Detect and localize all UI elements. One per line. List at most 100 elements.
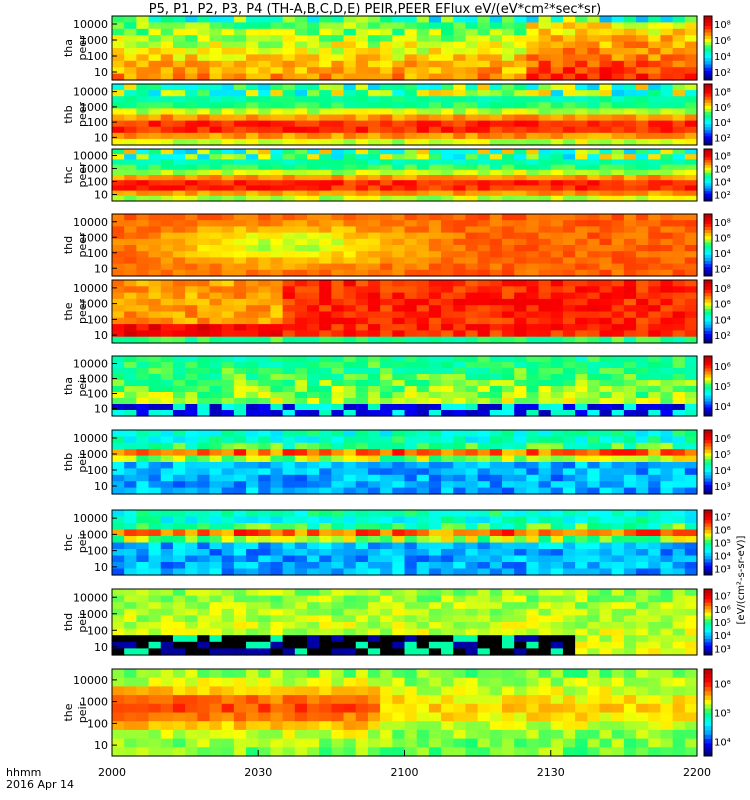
spectrogram-cell (428, 549, 442, 557)
spectrogram-cell (526, 608, 540, 616)
spectrogram-cell (319, 185, 332, 192)
spectrogram-cell (367, 149, 381, 155)
spectrogram-cell (294, 90, 308, 97)
spectrogram-cell (428, 622, 442, 630)
spectrogram-cell (489, 251, 503, 258)
spectrogram-cell (660, 292, 674, 300)
spectrogram-cell (307, 298, 320, 306)
spectrogram-cell (209, 28, 223, 36)
colorbar-segment (704, 651, 712, 656)
spectrogram-cell (416, 226, 430, 234)
spectrogram-cell (392, 96, 406, 103)
spectrogram-cell (489, 468, 503, 476)
spectrogram-cell (197, 245, 211, 252)
spectrogram-cell (587, 84, 601, 91)
spectrogram-cell (489, 510, 503, 518)
spectrogram-cell (294, 362, 308, 369)
spectrogram-cell (209, 330, 223, 338)
spectrogram-cell (502, 669, 515, 679)
spectrogram-cell (514, 523, 527, 531)
spectrogram-cell (185, 510, 198, 518)
spectrogram-cell (599, 430, 613, 437)
spectrogram-cell (343, 635, 357, 643)
spectrogram-cell (246, 175, 259, 181)
colorbar-segment (704, 608, 712, 613)
spectrogram-cell (112, 635, 125, 643)
spectrogram-cell (294, 669, 308, 679)
spectrogram-cell (197, 368, 211, 375)
colorbar-tick-label: 10⁵ (714, 618, 731, 629)
spectrogram-cell (648, 317, 662, 325)
spectrogram-cell (611, 114, 625, 122)
spectrogram-cell (124, 487, 137, 495)
spectrogram-cell (197, 487, 211, 495)
spectrogram-cell (514, 392, 527, 399)
spectrogram-cell (660, 149, 674, 155)
spectrogram-cell (538, 404, 552, 411)
spectrogram-cell (185, 232, 198, 240)
spectrogram-cell (246, 589, 259, 597)
spectrogram-cell (331, 595, 345, 603)
spectrogram-cell (307, 487, 320, 495)
spectrogram-cell (172, 562, 186, 570)
spectrogram-cell (684, 462, 698, 469)
spectrogram-cell (562, 138, 576, 146)
spectrogram-cell (258, 686, 272, 696)
spectrogram-cell (258, 41, 272, 49)
spectrogram-cell (514, 404, 527, 411)
spectrogram-cell (367, 462, 381, 469)
spectrogram-cell (404, 114, 418, 122)
spectrogram-cell (526, 292, 540, 300)
spectrogram-cell (575, 269, 588, 277)
spectrogram-cell (197, 523, 211, 531)
spectrogram-cell (441, 120, 454, 128)
spectrogram-cell (148, 298, 162, 306)
spectrogram-cell (660, 180, 674, 186)
spectrogram-cell (623, 455, 637, 463)
spectrogram-cell (112, 628, 125, 636)
spectrogram-cell (428, 635, 442, 643)
spectrogram-cell (172, 398, 186, 405)
spectrogram-cell (489, 380, 503, 387)
spectrogram-cell (246, 245, 259, 252)
spectrogram-cell (428, 96, 442, 103)
spectrogram-cell (343, 669, 357, 679)
spectrogram-cell (307, 468, 320, 476)
spectrogram-cell (112, 126, 125, 134)
spectrogram-cell (209, 686, 223, 696)
spectrogram-cell (489, 84, 503, 91)
colorbar-segment (704, 401, 712, 405)
spectrogram-cell (307, 455, 320, 463)
spectrogram-cell (392, 721, 406, 731)
spectrogram-cell (599, 185, 613, 192)
colorbar-segment (704, 410, 712, 414)
spectrogram-cell (477, 305, 491, 313)
spectrogram-cell (526, 729, 540, 740)
spectrogram-cell (684, 108, 698, 116)
spectrogram-cell (197, 449, 211, 457)
panel-frame (111, 509, 698, 576)
spectrogram-cell (221, 305, 235, 313)
spectrogram-cell (404, 442, 418, 450)
spectrogram-cell (319, 368, 332, 375)
spectrogram-cell (160, 251, 174, 258)
spectrogram-cell (307, 164, 320, 171)
spectrogram-cell (502, 628, 515, 636)
spectrogram-cell (124, 175, 137, 181)
spectrogram-cell (538, 474, 552, 482)
colorbar-segment (704, 120, 712, 125)
spectrogram-cell (660, 67, 674, 75)
spectrogram-cell (197, 324, 211, 331)
spectrogram-cell (428, 84, 442, 91)
spectrogram-cell (172, 60, 186, 68)
spectrogram-cell (319, 324, 332, 331)
spectrogram-cell (453, 73, 467, 81)
spectrogram-cell (416, 169, 430, 176)
spectrogram-cell (233, 462, 247, 469)
spectrogram-cell (319, 286, 332, 294)
colorbar-frame (703, 429, 713, 495)
spectrogram-cell (587, 245, 601, 252)
spectrogram-cell (282, 410, 296, 417)
spectrogram-cell (380, 114, 393, 122)
spectrogram-cell (209, 298, 223, 306)
